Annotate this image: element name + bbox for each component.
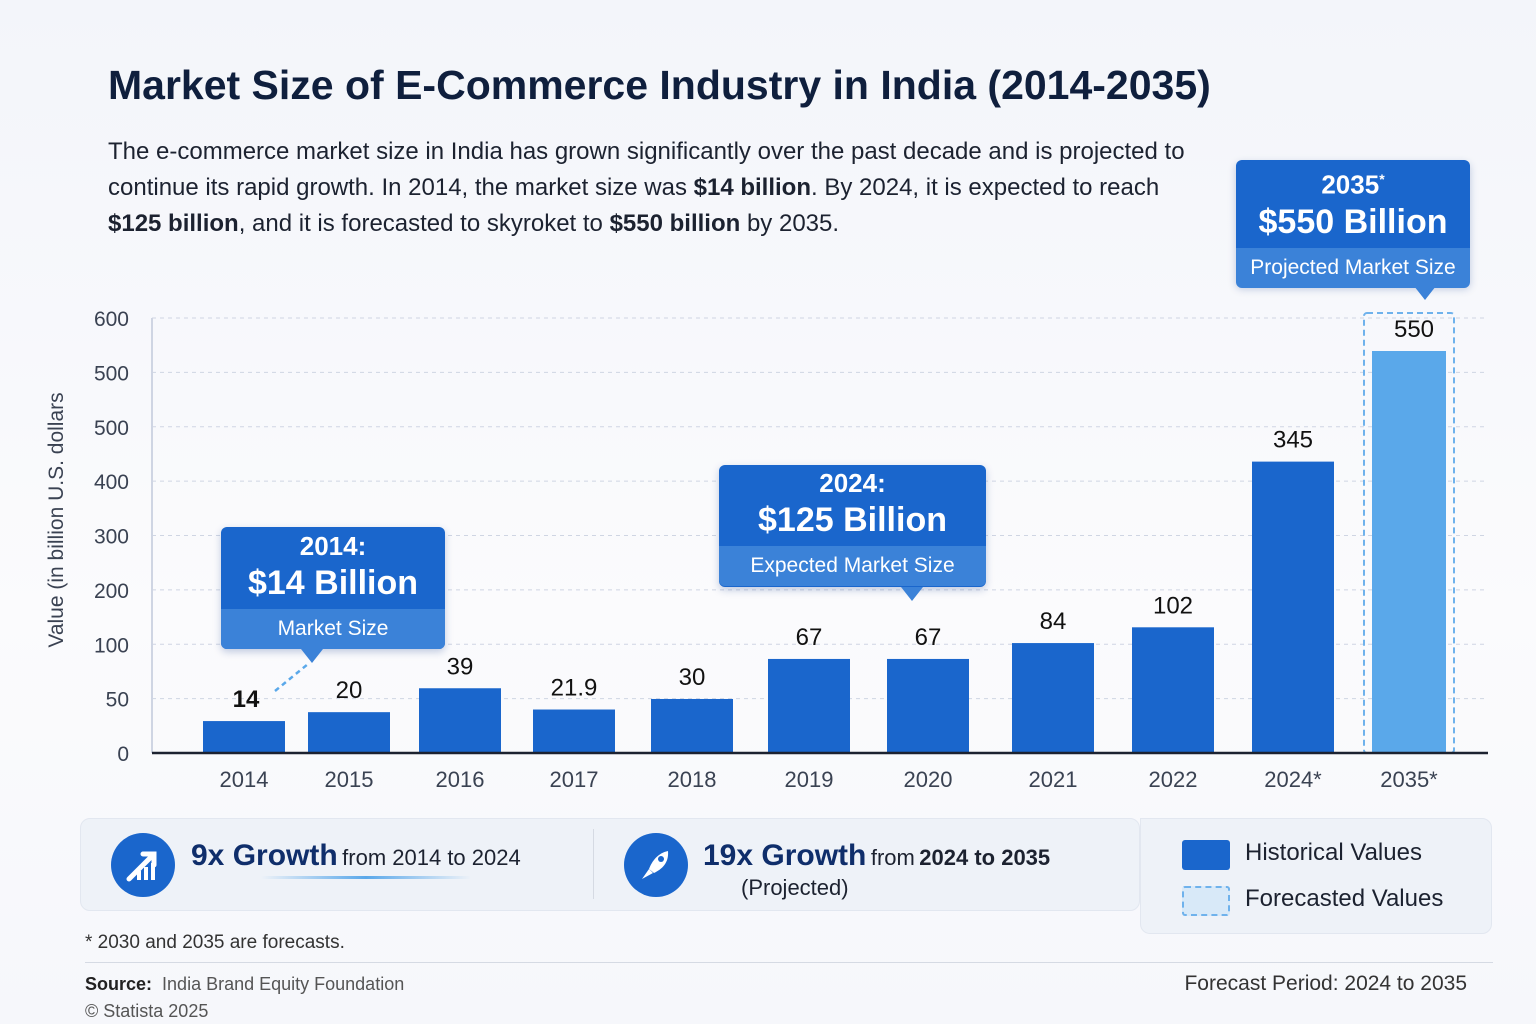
y-tick-label: 0 [117, 743, 129, 766]
source: Source: India Brand Equity Foundation [85, 974, 404, 995]
desc-text: , and it is forecasted to skyroket to [238, 210, 610, 237]
growth-2-note: (Projected) [741, 875, 849, 900]
divider [85, 962, 1493, 963]
callout-2024: 2024: $125 Billion Expected Market Size [719, 465, 986, 601]
legend-swatch-forecast [1182, 886, 1230, 916]
callout-value: $550 Billion [1258, 202, 1448, 241]
x-tick-label: 2014 [220, 767, 269, 792]
bar [203, 721, 285, 753]
bar [533, 709, 615, 753]
callout-label: Projected Market Size [1236, 247, 1470, 288]
legend-forecast: Forecasted Values [1245, 885, 1444, 912]
bar [887, 658, 969, 753]
callout-year-text: 2035 [1321, 169, 1380, 200]
growth-summary: 9x Growth from 2014 to 2024 19x Growth f… [80, 818, 1140, 911]
callout-label: Expected Market Size [719, 546, 986, 586]
x-tick-label: 2018 [668, 767, 717, 792]
y-axis-label: Value (in billion U.S. dollars [45, 392, 68, 647]
growth-1-value: 9x Growth [191, 839, 338, 872]
growth-1-range: from 2014 to 2024 [342, 845, 521, 870]
value-label: 21.9 [551, 675, 598, 702]
y-tick-label: 400 [94, 471, 129, 494]
y-tick-label: 600 [94, 308, 129, 331]
x-tick-label: 2020 [904, 767, 953, 792]
rocket-icon [624, 833, 688, 897]
desc-text: . By 2024, it is expected to reach [811, 174, 1160, 201]
underline-decoration [261, 876, 471, 879]
bar [308, 712, 390, 753]
callout-2035: 2035* $550 Billion Projected Market Size [1236, 160, 1470, 300]
callout-year: 2014: [299, 531, 367, 561]
forecast-period: Forecast Period: 2024 to 2035 [1184, 972, 1467, 995]
bar [419, 688, 501, 753]
y-tick-label: 100 [94, 634, 129, 657]
value-label: 14 [233, 686, 260, 713]
desc-text: by 2035. [740, 210, 840, 237]
value-label: 84 [1040, 608, 1067, 635]
x-tick-label: 2024* [1264, 767, 1322, 792]
bar [1252, 461, 1334, 753]
value-label: 67 [796, 624, 823, 651]
callout-pointer [301, 649, 323, 663]
legend-swatch-historical [1182, 840, 1230, 870]
y-tick-label: 300 [94, 526, 129, 549]
callout-pointer [1414, 286, 1436, 300]
growth-2-from: from [870, 845, 915, 870]
value-label: 20 [336, 677, 363, 704]
desc-bold: $125 billion [108, 210, 239, 237]
callout-value: $125 Billion [758, 501, 947, 539]
value-label: 30 [679, 664, 706, 691]
growth-1: 9x Growth from 2014 to 2024 [191, 839, 521, 873]
desc-text: The e-commerce market size in India has … [108, 138, 1185, 201]
forecast-outline [1363, 312, 1455, 754]
x-tick-label: 2015 [325, 767, 374, 792]
value-label: 67 [915, 624, 942, 651]
source-label: Source: [85, 974, 153, 994]
callout-label: Market Size [221, 609, 445, 649]
callout-mark: * [1379, 171, 1385, 187]
growth-2: 19x Growth from 2024 to 2035 [703, 839, 1050, 873]
y-tick-label: 200 [94, 580, 129, 603]
description: The e-commerce market size in India has … [108, 134, 1218, 242]
callout-value: $14 Billion [247, 564, 419, 602]
page-title: Market Size of E-Commerce Industry in In… [108, 62, 1211, 108]
bar [1132, 627, 1214, 753]
bar [768, 658, 850, 753]
y-tick-label: 500 [94, 362, 129, 385]
growth-2-range: 2024 to 2035 [919, 845, 1051, 870]
bar [1012, 643, 1094, 753]
value-label: 345 [1273, 427, 1313, 454]
x-tick-label: 2019 [785, 767, 834, 792]
desc-bold: $550 billion [609, 210, 741, 237]
callout-pointer [901, 587, 923, 601]
legend-historical: Historical Values [1245, 839, 1422, 866]
callout-year: 2024: [819, 468, 886, 498]
x-tick-label: 2021 [1029, 767, 1078, 792]
callout-2014: 2014: $14 Billion Market Size [221, 527, 445, 663]
legend: Historical Values Forecasted Values [1140, 818, 1492, 934]
value-label: 102 [1153, 592, 1193, 619]
desc-bold: $14 billion [693, 174, 812, 201]
y-tick-label: 500 [94, 417, 129, 440]
x-tick-label: 2035* [1380, 767, 1438, 792]
divider [593, 829, 594, 899]
x-tick-label: 2022 [1149, 767, 1198, 792]
bar [651, 698, 733, 753]
y-tick-label: 50 [106, 689, 129, 712]
copyright: © Statista 2025 [85, 1001, 209, 1021]
x-tick-label: 2016 [436, 767, 485, 792]
bar-forecast [1372, 351, 1446, 753]
growth-2-value: 19x Growth [703, 839, 867, 872]
x-tick-label: 2017 [550, 767, 599, 792]
source-text: India Brand Equity Foundation [162, 974, 405, 994]
footnote: * 2030 and 2035 are forecasts. [85, 932, 345, 953]
callout-connector [274, 663, 309, 692]
value-label: 39 [447, 653, 474, 680]
callout-year: 2035* [1236, 164, 1470, 200]
growth-arrow-icon [111, 833, 175, 897]
value-label: 550 [1394, 316, 1434, 343]
